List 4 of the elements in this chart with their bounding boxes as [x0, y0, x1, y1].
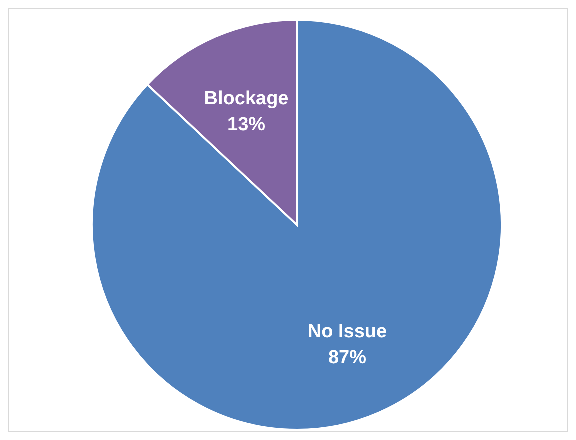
data-label: 13% [228, 114, 266, 136]
slice-label: No Issue [308, 322, 388, 343]
slice-label: Blockage [204, 88, 289, 110]
data-label: 87% [328, 348, 367, 369]
